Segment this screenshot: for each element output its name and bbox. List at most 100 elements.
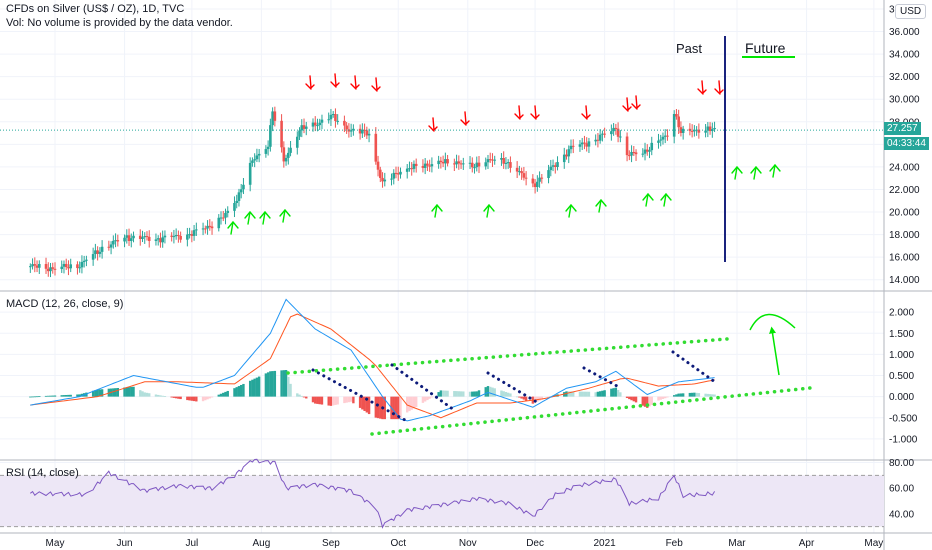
candle-body [713,127,716,130]
macd-histogram-bar [179,396,182,400]
candle-body [477,162,481,167]
candle-body [632,151,636,153]
candle-body [601,133,604,135]
macd-histogram-bar [441,390,445,397]
macd-histogram-bar [583,391,586,397]
macd-histogram-bar [610,388,613,397]
candle-body [46,268,50,272]
macd-histogram-bar [648,396,651,407]
macd-histogram-bar [489,386,492,397]
macd-histogram-bar [538,396,541,401]
candle-body [253,159,256,161]
sell-arrow-head [371,85,378,92]
macd-histogram-bar [509,393,512,397]
macd-histogram-bar [515,396,519,398]
candle-body [363,129,366,131]
macd-histogram-bar [518,396,521,398]
macd-histogram-bar [116,387,120,397]
sell-arrow-head [514,113,521,120]
candle-body [138,235,142,239]
candle-body [35,265,39,268]
macd-histogram-bar [675,394,678,397]
candle-body [693,130,696,132]
price-tick-label: 18.000 [889,230,920,241]
buy-arrow-head [259,211,271,219]
candle-body [179,235,182,240]
x-tick-label: Feb [666,538,684,549]
macd-histogram-bar [76,394,79,397]
macd-histogram-bar [148,393,151,397]
candle-body [141,237,144,239]
macd-histogram-bar [628,396,631,400]
macd-histogram-bar [305,396,308,399]
macd-histogram-bar [208,396,211,399]
x-tick-label: Aug [252,538,270,549]
candle-body [475,162,479,168]
macd-histogram-bar [255,377,259,397]
price-tick-label: 22.000 [889,185,920,196]
macd-histogram-bar [632,396,636,402]
macd-histogram-bar [446,390,449,397]
rsi-band [0,475,884,527]
candle-body [657,140,660,143]
candle-body [493,159,497,161]
buy-arrow [247,211,251,225]
candle-body [98,251,102,254]
candle-body [628,155,631,157]
macd-histogram-bar [114,388,117,397]
macd-histogram-bar [477,390,481,397]
macd-histogram-bar [316,396,319,404]
macd-histogram-bar [210,396,214,398]
chart-title: CFDs on Silver (US$ / OZ), 1D, TVC [6,3,185,15]
macd-histogram-bar [664,396,667,399]
macd-histogram-bar [132,386,135,397]
macd-histogram-bar [192,396,196,402]
buy-arrow [772,164,776,178]
macd-tick-label: -0.500 [889,413,918,424]
candle-body [313,122,317,126]
x-tick-label: Oct [390,538,406,549]
candle-body [174,235,178,237]
macd-histogram-bar [190,396,194,401]
sell-arrow-head [631,103,638,110]
candle-body [331,114,335,116]
macd-histogram-bar [242,383,245,397]
macd-histogram-bar [226,390,229,397]
macd-histogram-bar [367,396,371,415]
candlestick-series [0,106,884,278]
candle-body [374,133,378,162]
macd-histogram-bar [603,390,606,397]
candle-body [455,161,458,165]
candle-body [82,260,86,262]
candle-body [358,128,362,134]
candle-body [188,234,191,236]
candle-body [500,158,503,160]
candle-body [217,217,221,229]
candle-body [67,267,70,269]
macd-histogram-bar [459,391,463,397]
macd-histogram-bar [540,396,544,400]
macd-histogram-bar [522,396,526,400]
macd-histogram-bar [345,396,348,403]
macd-histogram-bar [612,388,615,397]
macd-histogram-bar [269,371,272,397]
macd-histogram-bar [172,396,176,398]
macd-pane [29,298,716,422]
candle-body [381,177,384,182]
candle-body [580,142,584,145]
macd-histogram-bar [363,396,366,411]
candle-body [94,250,97,255]
candle-body [85,259,88,261]
candle-body [257,153,261,156]
macd-histogram-bar [365,396,369,413]
candle-body [192,230,196,236]
currency-button[interactable]: USD [895,4,927,19]
candle-body [161,237,164,243]
axes: May Jun Jul Aug Sep Oct Nov Dec 2021 Feb Mar Apr May… [46,5,920,550]
macd-histogram-bar [280,370,283,397]
macd-histogram-bar [695,392,698,397]
macd-histogram-bar [688,392,692,397]
candle-body [242,184,245,190]
